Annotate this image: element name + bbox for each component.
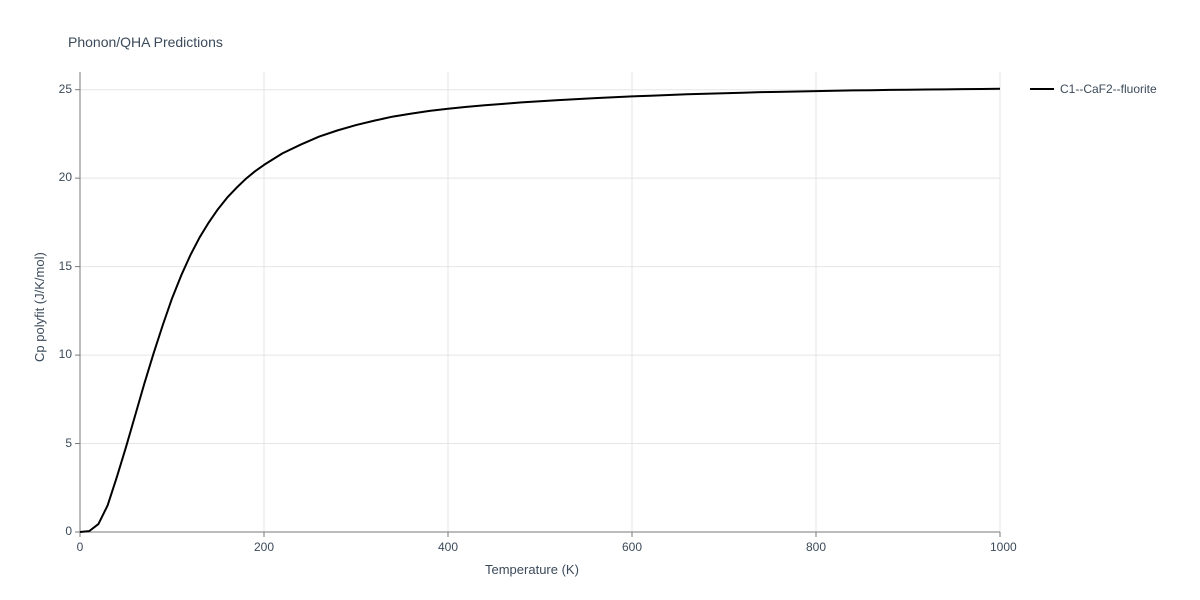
legend-line-icon (1030, 88, 1054, 90)
y-tick-label: 5 (46, 436, 72, 450)
x-tick-label: 200 (254, 540, 274, 554)
x-tick-label: 800 (806, 540, 826, 554)
y-tick-label: 10 (46, 347, 72, 361)
y-tick-label: 0 (46, 524, 72, 538)
chart-plot-area (0, 0, 1200, 600)
y-tick-label: 20 (46, 170, 72, 184)
legend-label: C1--CaF2--fluorite (1060, 82, 1157, 96)
y-tick-label: 25 (46, 82, 72, 96)
y-tick-label: 15 (46, 259, 72, 273)
y-axis-label: Cp polyfit (J/K/mol) (32, 252, 47, 362)
x-tick-label: 1000 (990, 540, 1010, 554)
x-tick-label: 600 (622, 540, 642, 554)
series-line (80, 89, 1000, 532)
x-axis-label: Temperature (K) (485, 562, 579, 577)
legend-item[interactable]: C1--CaF2--fluorite (1030, 80, 1157, 98)
x-tick-label: 0 (70, 540, 90, 554)
x-tick-label: 400 (438, 540, 458, 554)
